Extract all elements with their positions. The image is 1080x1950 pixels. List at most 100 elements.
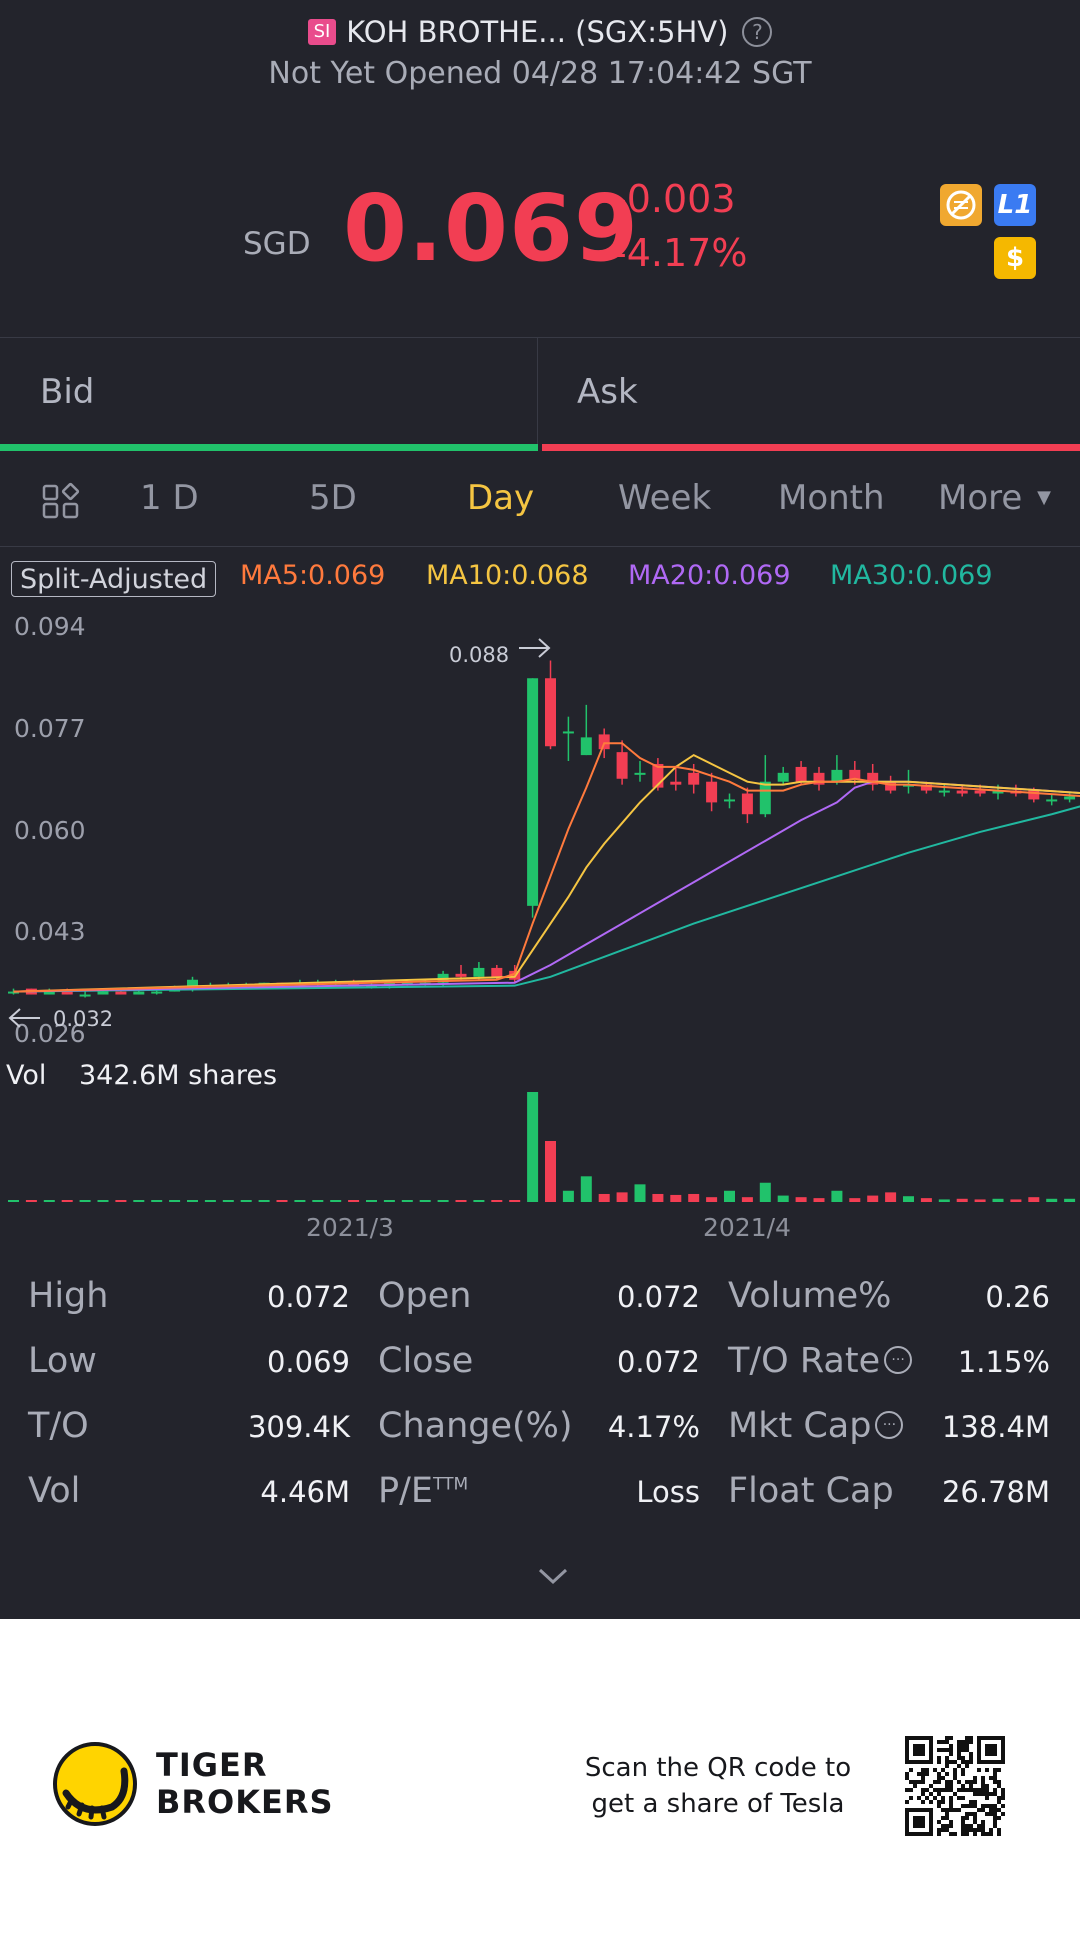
candle-body (97, 991, 109, 995)
volume-bar (1064, 1198, 1076, 1202)
qr-module (957, 1764, 961, 1768)
qr-finder-core (913, 1816, 925, 1828)
qr-module (977, 1768, 981, 1772)
qr-module (941, 1748, 945, 1752)
volume-bar (974, 1199, 986, 1202)
qr-module (965, 1824, 969, 1828)
qr-module (985, 1784, 989, 1788)
qr-module (957, 1788, 961, 1792)
qr-module (945, 1736, 949, 1740)
qr-module (973, 1792, 977, 1796)
qr-module (961, 1784, 965, 1788)
qr-module (965, 1832, 969, 1836)
candlestick-chart[interactable] (0, 600, 1080, 1040)
qr-module (965, 1748, 969, 1752)
qr-module (961, 1772, 965, 1776)
last-price: 0.069 (343, 175, 640, 282)
qr-module (905, 1788, 909, 1792)
qr-module (989, 1828, 993, 1832)
tab-1d[interactable]: 1 D (140, 478, 199, 518)
qr-module (933, 1788, 937, 1792)
candle-body (133, 991, 145, 995)
candle-body (598, 734, 610, 750)
candle-body (759, 781, 771, 815)
volume-bar (383, 1200, 395, 1202)
dollar-icon[interactable]: $ (994, 237, 1036, 279)
qr-module (989, 1776, 993, 1780)
qr-module (921, 1768, 925, 1772)
qr-module (941, 1808, 945, 1812)
candles (8, 660, 1076, 998)
qr-module (941, 1824, 945, 1828)
volume-bar (849, 1198, 861, 1202)
qr-module (997, 1800, 1001, 1804)
qr-module (985, 1832, 989, 1836)
qr-module (937, 1756, 941, 1760)
volume-bar (652, 1193, 664, 1202)
stat-value-to-rate: 1.15% (957, 1345, 1050, 1379)
tab-month[interactable]: Month (778, 478, 885, 518)
qr-module (941, 1796, 945, 1800)
tiger-brokers-logo-icon (53, 1742, 137, 1826)
qr-module (905, 1800, 909, 1804)
layout-grid-icon[interactable] (42, 482, 80, 520)
candle-body (831, 769, 843, 782)
qr-module (949, 1748, 953, 1752)
chevron-down-icon: ▼ (1037, 487, 1051, 508)
qr-module (969, 1804, 973, 1808)
stock-title[interactable]: SI KOH BROTHE... (SGX:5HV) ? (0, 8, 1080, 56)
stat-value-open: 0.072 (616, 1280, 700, 1314)
volume-chart[interactable] (0, 1090, 1080, 1205)
qr-module (993, 1824, 997, 1828)
qr-module (949, 1780, 953, 1784)
qr-module (961, 1744, 965, 1748)
qr-module (933, 1768, 937, 1772)
tab-5d[interactable]: 5D (309, 478, 357, 518)
qr-module (925, 1796, 929, 1800)
qr-module (965, 1828, 969, 1832)
qr-module (957, 1748, 961, 1752)
y-tick: 0.060 (14, 816, 86, 845)
qr-module (1001, 1812, 1005, 1816)
qr-module (1001, 1788, 1005, 1792)
volume-bar (43, 1200, 55, 1202)
tab-week[interactable]: Week (618, 478, 712, 518)
volume-bar (616, 1192, 628, 1202)
level1-icon[interactable]: L1 (994, 184, 1036, 226)
qr-module (921, 1788, 925, 1792)
chevron-down-icon[interactable] (536, 1565, 570, 1587)
volume-bar (759, 1182, 771, 1202)
volume-bar (330, 1200, 342, 1202)
volume-bar (562, 1190, 574, 1202)
more-info-icon[interactable]: ··· (884, 1346, 913, 1374)
volume-bar (1010, 1199, 1022, 1202)
qr-module (937, 1780, 941, 1784)
volume-bar (1046, 1198, 1058, 1202)
candle-body (473, 967, 485, 977)
qr-code-icon[interactable] (905, 1736, 1005, 1836)
help-icon[interactable]: ? (742, 17, 773, 47)
qr-module (965, 1812, 969, 1816)
volume-bar (294, 1200, 306, 1202)
volume-bar (634, 1184, 646, 1202)
split-adjusted-toggle[interactable]: Split-Adjusted (11, 561, 217, 597)
candle-body (634, 772, 646, 775)
qr-module (965, 1780, 969, 1784)
y-tick: 0.043 (14, 917, 86, 946)
more-info-icon[interactable]: ··· (875, 1411, 904, 1439)
no-shorting-icon[interactable] (940, 184, 982, 226)
qr-caption-line: get a share of Tesla (591, 1789, 845, 1819)
tab-day[interactable]: Day (467, 478, 535, 518)
qr-module (961, 1740, 965, 1744)
volume-bar (133, 1200, 145, 1202)
qr-module (945, 1740, 949, 1744)
tab-more[interactable]: More ▼ (938, 478, 1051, 518)
arrow-left-icon (8, 1008, 40, 1028)
qr-module (949, 1784, 953, 1788)
volume-bar (831, 1190, 843, 1202)
qr-module (945, 1772, 949, 1776)
volume-bar (706, 1197, 718, 1202)
qr-module (961, 1824, 965, 1828)
qr-module (993, 1812, 997, 1816)
candle-body (652, 763, 664, 788)
